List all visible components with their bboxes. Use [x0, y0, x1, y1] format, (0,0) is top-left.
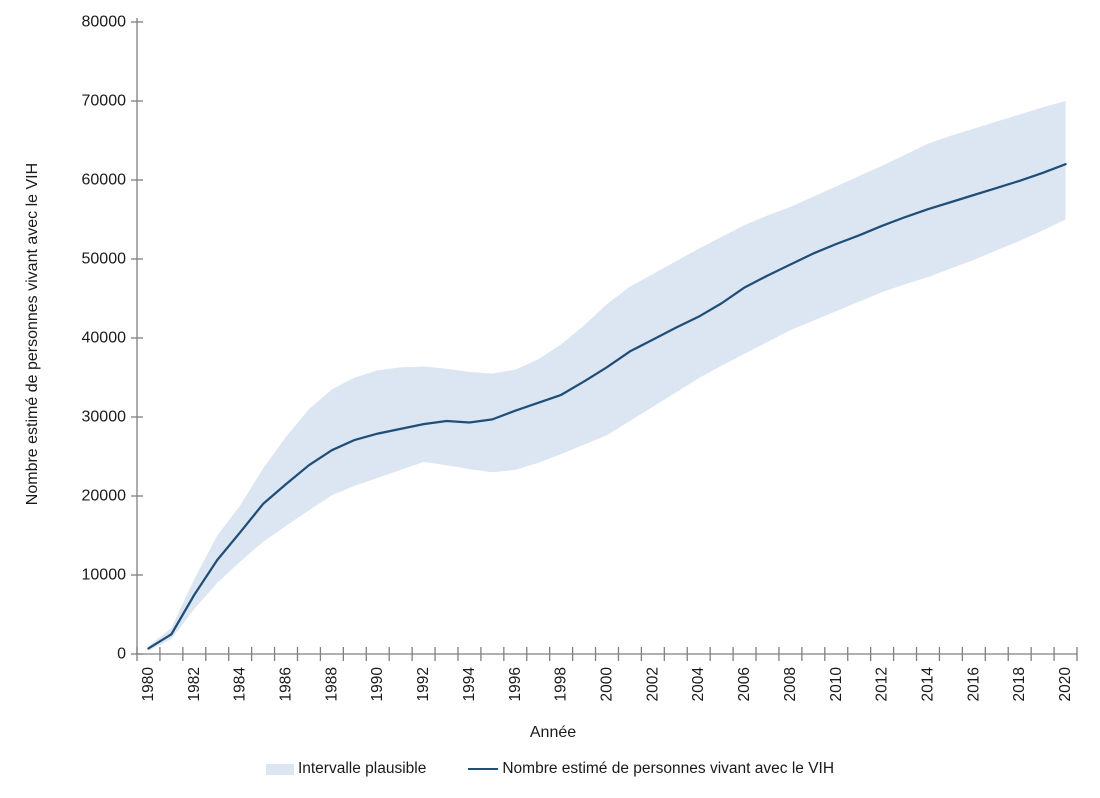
legend-item-line: Nombre estimé de personnes vivant avec l… — [468, 760, 834, 778]
y-tick-label: 70000 — [82, 93, 127, 110]
y-tick-label: 0 — [117, 646, 126, 663]
estimate-line-swatch — [468, 767, 499, 771]
y-tick-label: 50000 — [82, 251, 127, 268]
x-tick-label: 1982 — [186, 667, 203, 701]
x-tick-label: 1986 — [278, 667, 295, 701]
x-tick-label: 1998 — [553, 667, 570, 701]
x-tick-label: 2002 — [644, 667, 661, 701]
y-axis-title: Nombre estimé de personnes vivant avec l… — [24, 162, 41, 506]
x-tick-label: 2014 — [919, 667, 936, 702]
plausible-interval-band — [148, 101, 1066, 651]
y-tick-label: 80000 — [82, 14, 127, 31]
x-tick-label: 2000 — [599, 667, 616, 702]
x-tick-label: 1992 — [415, 667, 432, 701]
y-tick-label: 40000 — [82, 330, 127, 347]
x-tick-label: 1988 — [323, 667, 340, 701]
estimate-line — [147, 163, 1067, 650]
x-tick-label: 1990 — [369, 667, 386, 702]
x-tick-label: 2008 — [782, 667, 799, 701]
interval-band-swatch — [265, 763, 294, 775]
y-tick-label: 60000 — [82, 172, 127, 189]
x-axis-title: Année — [529, 724, 577, 741]
y-tick-label: 10000 — [82, 567, 127, 584]
x-tick-label: 1984 — [232, 667, 249, 702]
x-tick-label: 2018 — [1011, 667, 1028, 701]
y-tick-label: 30000 — [82, 409, 127, 426]
y-tick-label: 20000 — [82, 488, 127, 505]
legend-label-interval: Intervalle plausible — [297, 760, 427, 777]
x-tick-label: 2016 — [965, 667, 982, 701]
legend-item-interval: Intervalle plausible — [265, 760, 427, 778]
x-tick-label: 2010 — [828, 667, 845, 702]
x-tick-label: 2020 — [1057, 667, 1074, 702]
x-tick-label: 2012 — [874, 667, 891, 701]
x-tick-label: 1980 — [140, 667, 157, 702]
legend-label-line: Nombre estimé de personnes vivant avec l… — [502, 760, 835, 777]
x-tick-label: 2004 — [690, 667, 707, 702]
legend: Intervalle plausible Nombre estimé de pe… — [0, 760, 1100, 778]
x-tick-label: 2006 — [736, 667, 753, 701]
x-tick-label: 1996 — [507, 667, 524, 701]
x-tick-label: 1994 — [461, 667, 478, 702]
